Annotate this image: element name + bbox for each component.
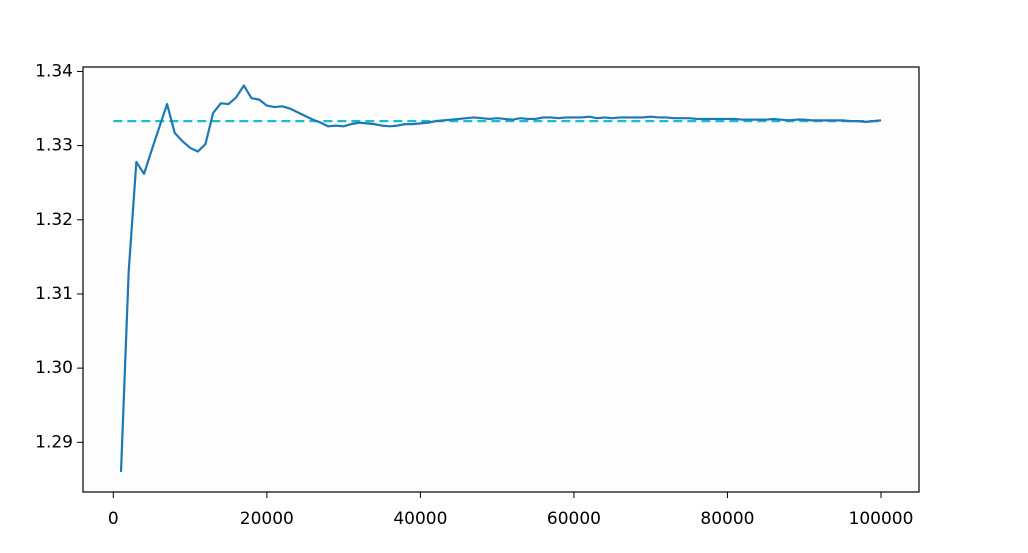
y-tick-label: 1.31 <box>35 284 73 304</box>
y-tick-label: 1.34 <box>35 61 73 81</box>
x-tick-label: 20000 <box>240 509 294 529</box>
x-tick-label: 0 <box>108 509 119 529</box>
data-line <box>119 84 882 473</box>
x-tick-label: 100000 <box>849 509 914 529</box>
y-tick-label: 1.29 <box>35 432 73 452</box>
y-tick-label: 1.30 <box>35 358 73 378</box>
x-tick-label: 80000 <box>700 509 754 529</box>
y-tick-label: 1.32 <box>35 210 73 230</box>
y-tick-label: 1.33 <box>35 136 73 156</box>
x-tick-label: 60000 <box>547 509 601 529</box>
plot-frame <box>82 66 920 493</box>
plot-area <box>83 67 919 492</box>
x-tick-label: 40000 <box>393 509 447 529</box>
